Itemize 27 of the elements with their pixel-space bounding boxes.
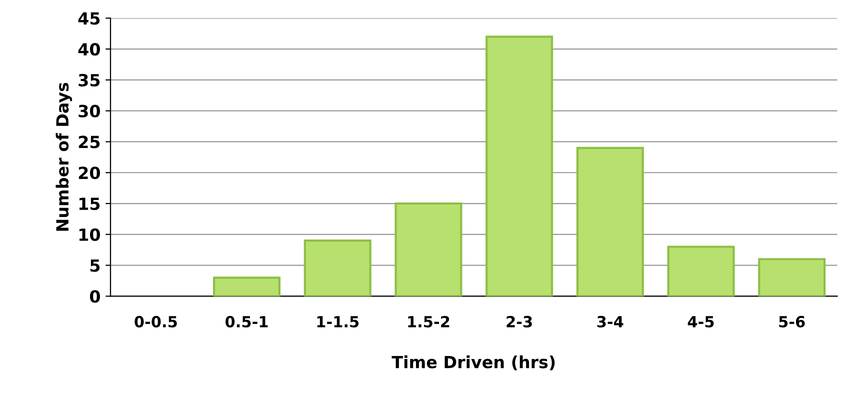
x-tick-label: 0.5-1 [225,316,268,328]
y-tick-label: 0 [90,290,100,303]
bar [758,258,826,296]
y-tick-label: 20 [78,166,100,180]
bar [394,202,462,296]
y-tick-label: 15 [79,198,100,210]
y-axis-title: Number of Days [56,82,72,231]
x-tick-label: 2-3 [506,316,532,328]
y-tick-label: 5 [90,259,100,272]
y-tick-label: 25 [78,136,100,148]
y-tick-label: 10 [79,228,100,241]
y-tick-label: 35 [78,74,100,86]
bar [213,276,281,296]
y-tick-label: 45 [78,12,100,25]
bar [667,246,735,296]
x-tick-label: 1-1.5 [317,316,359,328]
y-tick-label: 30 [78,104,100,118]
y-tick-label: 40 [78,42,100,56]
x-tick-label: 4-5 [688,316,714,328]
bar [304,240,372,296]
x-tick-label: 0-0.5 [134,316,177,328]
x-tick-label: 1.5-2 [408,316,450,328]
x-axis-title: Time Driven (hrs) [392,355,555,370]
bar [576,146,644,296]
x-tick-label: 3-4 [597,316,624,328]
bar [486,36,554,296]
x-tick-label: 5-6 [779,316,805,328]
